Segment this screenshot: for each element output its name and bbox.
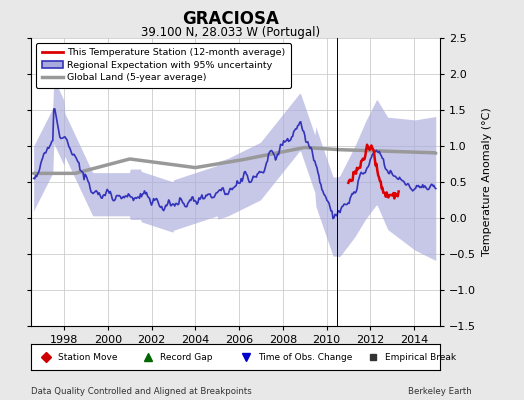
Text: Record Gap: Record Gap (160, 352, 213, 362)
Text: Empirical Break: Empirical Break (385, 352, 456, 362)
Text: GRACIOSA: GRACIOSA (182, 10, 279, 28)
Y-axis label: Temperature Anomaly (°C): Temperature Anomaly (°C) (482, 108, 492, 256)
Text: Berkeley Earth: Berkeley Earth (408, 387, 472, 396)
Text: Station Move: Station Move (58, 352, 117, 362)
Legend: This Temperature Station (12-month average), Regional Expectation with 95% uncer: This Temperature Station (12-month avera… (36, 43, 291, 88)
Text: Data Quality Controlled and Aligned at Breakpoints: Data Quality Controlled and Aligned at B… (31, 387, 252, 396)
Text: 39.100 N, 28.033 W (Portugal): 39.100 N, 28.033 W (Portugal) (141, 26, 320, 39)
Text: Time of Obs. Change: Time of Obs. Change (258, 352, 353, 362)
